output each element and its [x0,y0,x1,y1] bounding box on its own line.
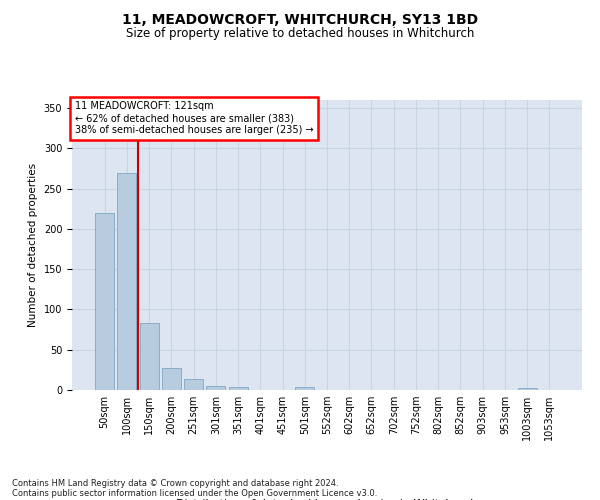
Bar [184,378,203,390]
Bar [162,368,181,390]
Text: 11 MEADOWCROFT: 121sqm
← 62% of detached houses are smaller (383)
38% of semi-de: 11 MEADOWCROFT: 121sqm ← 62% of detached… [74,102,313,134]
Bar [206,386,225,390]
Bar [229,387,248,390]
Text: Size of property relative to detached houses in Whitchurch: Size of property relative to detached ho… [126,28,474,40]
Bar [140,323,158,390]
Bar [95,213,114,390]
Text: 11, MEADOWCROFT, WHITCHURCH, SY13 1BD: 11, MEADOWCROFT, WHITCHURCH, SY13 1BD [122,12,478,26]
Text: Contains HM Land Registry data © Crown copyright and database right 2024.: Contains HM Land Registry data © Crown c… [12,478,338,488]
Y-axis label: Number of detached properties: Number of detached properties [28,163,38,327]
Text: Contains public sector information licensed under the Open Government Licence v3: Contains public sector information licen… [12,488,377,498]
X-axis label: Distribution of detached houses by size in Whitchurch: Distribution of detached houses by size … [176,498,478,500]
Bar [118,172,136,390]
Bar [295,387,314,390]
Bar [518,388,536,390]
